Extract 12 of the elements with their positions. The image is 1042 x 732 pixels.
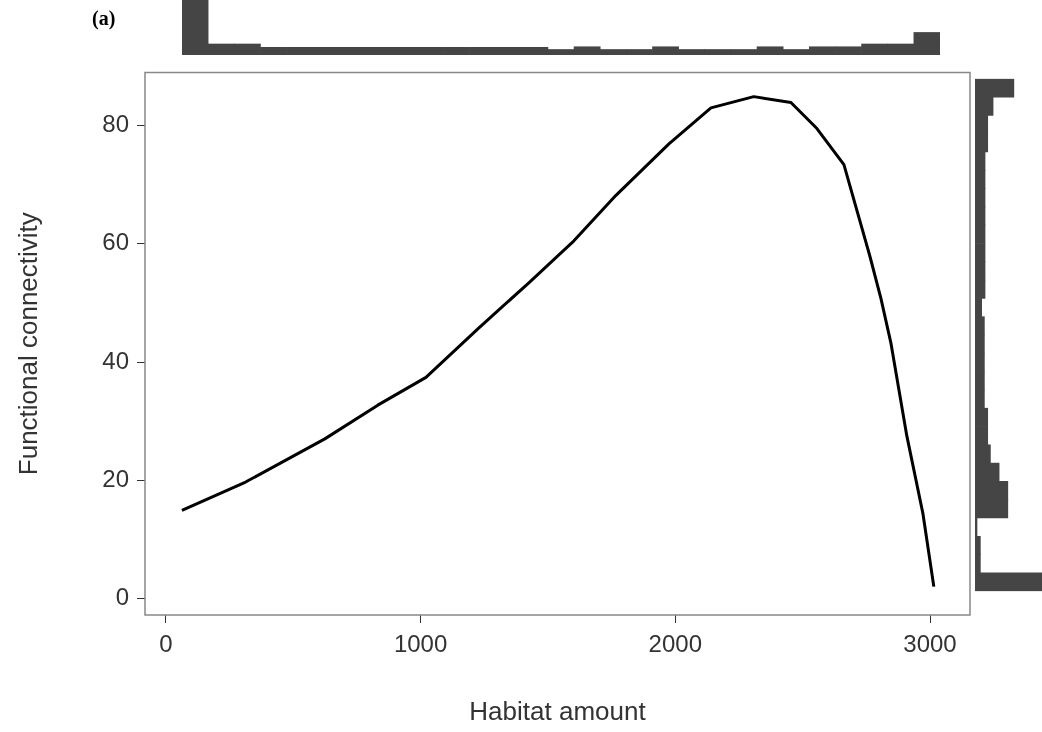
y-tick-label: 20 bbox=[102, 464, 129, 492]
x-tick-label: 3000 bbox=[903, 630, 957, 658]
y-tick-label: 40 bbox=[102, 346, 129, 374]
x-axis-title: Habitat amount bbox=[469, 695, 647, 726]
y-tick-label: 60 bbox=[102, 228, 129, 256]
x-tick-label: 2000 bbox=[648, 630, 702, 658]
x-tick-label: 1000 bbox=[393, 630, 448, 658]
x-tick-label: 0 bbox=[159, 630, 173, 658]
chart-title: (a) bbox=[92, 7, 116, 31]
y-tick-label: 0 bbox=[115, 583, 129, 611]
y-tick-label: 80 bbox=[102, 110, 129, 138]
y-axis-title: Functional connectivity bbox=[12, 212, 43, 476]
